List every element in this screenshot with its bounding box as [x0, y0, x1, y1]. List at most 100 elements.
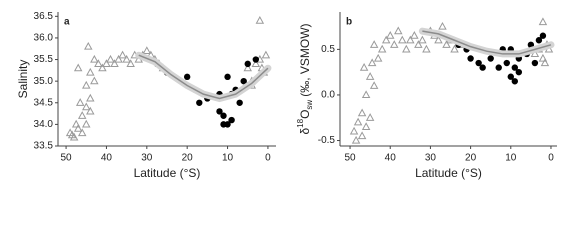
circle-point [511, 64, 519, 71]
triangle-point [450, 44, 459, 53]
x-tick-label: 10 [222, 153, 234, 164]
panel-label: b [346, 17, 352, 28]
y-axis-label: δ18Osw (‰, VSMOW) [296, 23, 314, 134]
x-tick-label: 30 [141, 153, 153, 164]
y-axis-label-part: Salinity [16, 60, 30, 99]
triangle-point [77, 111, 87, 119]
y-axis-label-part: 18 [296, 118, 305, 127]
circle-point [535, 37, 543, 44]
circle-point [183, 73, 191, 81]
triangle-point [67, 130, 77, 139]
y-tick-label: 34.5 [34, 97, 54, 108]
panel-label: a [64, 17, 70, 28]
circle-point [224, 121, 231, 128]
triangle-point [434, 35, 443, 44]
triangle-point [106, 54, 115, 63]
circle-point [252, 56, 260, 63]
triangle-point [381, 35, 391, 44]
circle-point [244, 60, 251, 68]
triangle-point [126, 59, 135, 67]
x-tick-label: 30 [425, 153, 437, 164]
triangle-point [538, 17, 548, 26]
x-tick-label: 0 [548, 153, 554, 164]
triangle-point [538, 53, 548, 62]
circle-point [527, 41, 535, 49]
x-tick-label: 40 [385, 153, 397, 164]
triangle-point [367, 58, 377, 67]
triangle-point [142, 46, 152, 55]
fit-line [138, 54, 269, 100]
y-tick-label: 0.0 [321, 90, 335, 101]
triangle-point [77, 128, 87, 137]
triangle-point [418, 35, 427, 44]
circle-point [236, 99, 243, 106]
triangle-point [357, 108, 367, 117]
fit-line [422, 30, 552, 55]
triangle-point [369, 40, 379, 48]
triangle-point [359, 62, 369, 71]
triangle-point [251, 59, 261, 67]
triangle-point [122, 54, 131, 63]
y-tick-label: 34.0 [34, 119, 54, 130]
triangle-point [410, 31, 419, 39]
triangle-point [398, 35, 407, 44]
x-tick-label: 20 [465, 153, 477, 164]
triangle-point [540, 58, 550, 67]
triangle-point [438, 21, 447, 30]
circle-point [228, 116, 235, 124]
triangle-point [243, 63, 252, 72]
figure: 33.5 34.0 34.5 35.0 35.5 36.0 36.5 50 40 30 20 10 0 a… [16, 11, 557, 180]
y-tick-label: -0.5 [318, 135, 336, 146]
triangle-point [349, 126, 359, 135]
triangle-point [351, 135, 361, 144]
triangle-point [442, 40, 451, 48]
x-tick-label: 50 [61, 153, 73, 164]
y-tick-label: 35.5 [34, 54, 54, 65]
circle-point [224, 73, 231, 81]
x-axis-label: Latitude (°S) [134, 166, 201, 180]
y-tick-label: 35.0 [34, 76, 54, 87]
circle-point [487, 55, 494, 62]
x-axis-label: Latitude (°S) [415, 166, 482, 180]
triangle-point [365, 113, 375, 121]
triangle-point [261, 50, 271, 59]
y-tick-label: 0.5 [321, 44, 335, 55]
circle-point [240, 77, 247, 85]
triangle-point [114, 54, 123, 63]
triangle-point [71, 119, 81, 128]
triangle-point [373, 53, 383, 62]
triangle-point [73, 63, 83, 72]
triangle-point [394, 26, 403, 35]
triangle-point [82, 80, 91, 89]
triangle-point [357, 131, 367, 140]
triangle-point [402, 44, 411, 53]
triangle-point [385, 31, 395, 39]
x-tick-label: 0 [265, 153, 271, 164]
triangle-point [98, 63, 107, 72]
triangle-point [255, 16, 265, 24]
triangle-point [84, 41, 93, 50]
x-tick-label: 20 [182, 153, 194, 164]
circle-point [539, 32, 547, 39]
x-tick-label: 40 [101, 153, 113, 164]
triangle-point [414, 40, 423, 48]
circle-point [511, 78, 519, 85]
triangle-point [75, 98, 85, 106]
y-axis-label-part: (‰, VSMOW) [298, 23, 312, 96]
triangle-point [82, 102, 91, 111]
circle-point [507, 73, 514, 80]
triangle-point [90, 76, 99, 85]
triangle-point [361, 122, 371, 130]
circle-point [479, 64, 486, 71]
triangle-point [73, 124, 83, 132]
circle-point [475, 59, 482, 67]
circle-point [220, 112, 227, 119]
triangle-point [369, 81, 379, 89]
triangle-point [94, 59, 103, 67]
circle-point [196, 99, 203, 106]
circle-point [503, 59, 510, 67]
circle-point [495, 64, 502, 71]
y-axis-label-part: δ [298, 128, 312, 135]
triangle-point [69, 132, 79, 141]
y-tick-label: 36.0 [34, 33, 54, 44]
